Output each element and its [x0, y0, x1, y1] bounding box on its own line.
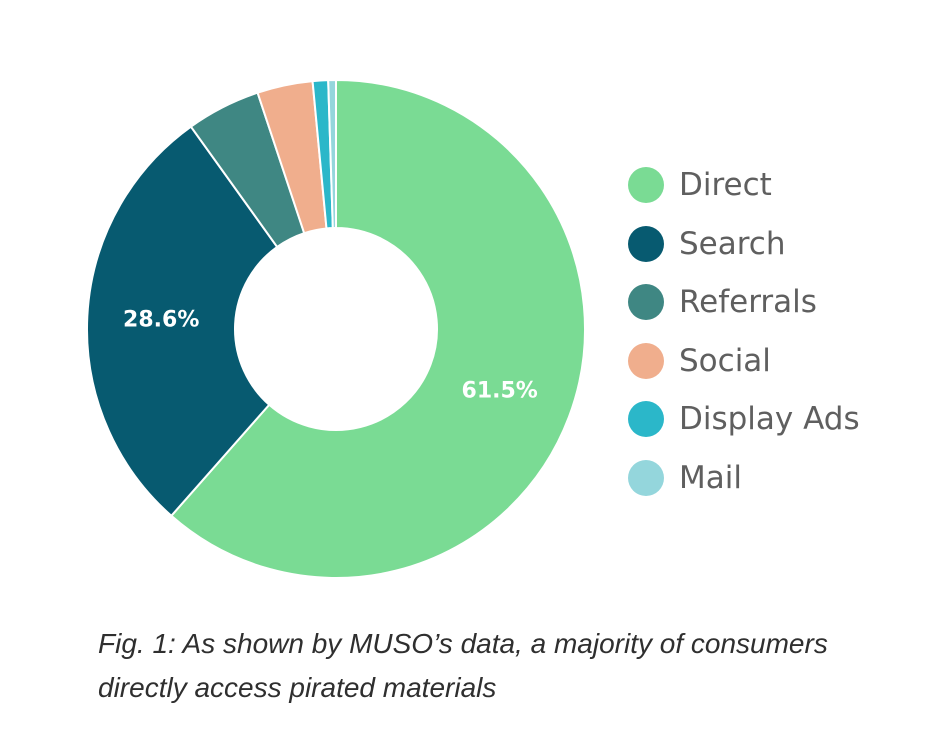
figure-caption: Fig. 1: As shown by MUSO’s data, a major… [98, 628, 828, 703]
legend-label-display-ads: Display Ads [679, 401, 860, 438]
slice-search [86, 125, 279, 518]
data-label-search: 28.6% [123, 308, 199, 333]
legend-label-search: Search [679, 225, 786, 262]
legend-swatch-social [628, 342, 664, 379]
legend-item-mail: Mail [628, 449, 860, 508]
legend-swatch-search [628, 225, 664, 262]
slice-mail [327, 78, 337, 230]
slice-direct [169, 78, 586, 579]
legend-label-social: Social [679, 342, 771, 379]
legend-item-social: Social [628, 332, 860, 391]
legend-item-search: Search [628, 215, 860, 274]
legend-swatch-display-ads [628, 401, 664, 438]
legend-item-display-ads: Display Ads [628, 390, 860, 449]
legend-item-direct: Direct [628, 156, 860, 215]
legend-swatch-direct [628, 167, 664, 204]
legend-item-referrals: Referrals [628, 273, 860, 332]
data-label-direct: 61.5% [462, 378, 538, 403]
donut-slices [86, 78, 586, 579]
legend-swatch-referrals [628, 284, 664, 321]
donut-data-labels: 61.5% 28.6% [123, 308, 538, 404]
legend: Direct Search Referrals Social Display A… [628, 156, 860, 507]
donut-chart: 61.5% 28.6% [86, 78, 586, 579]
legend-label-referrals: Referrals [679, 284, 817, 321]
legend-swatch-mail [628, 459, 664, 496]
legend-label-direct: Direct [679, 167, 772, 204]
legend-label-mail: Mail [679, 459, 742, 496]
